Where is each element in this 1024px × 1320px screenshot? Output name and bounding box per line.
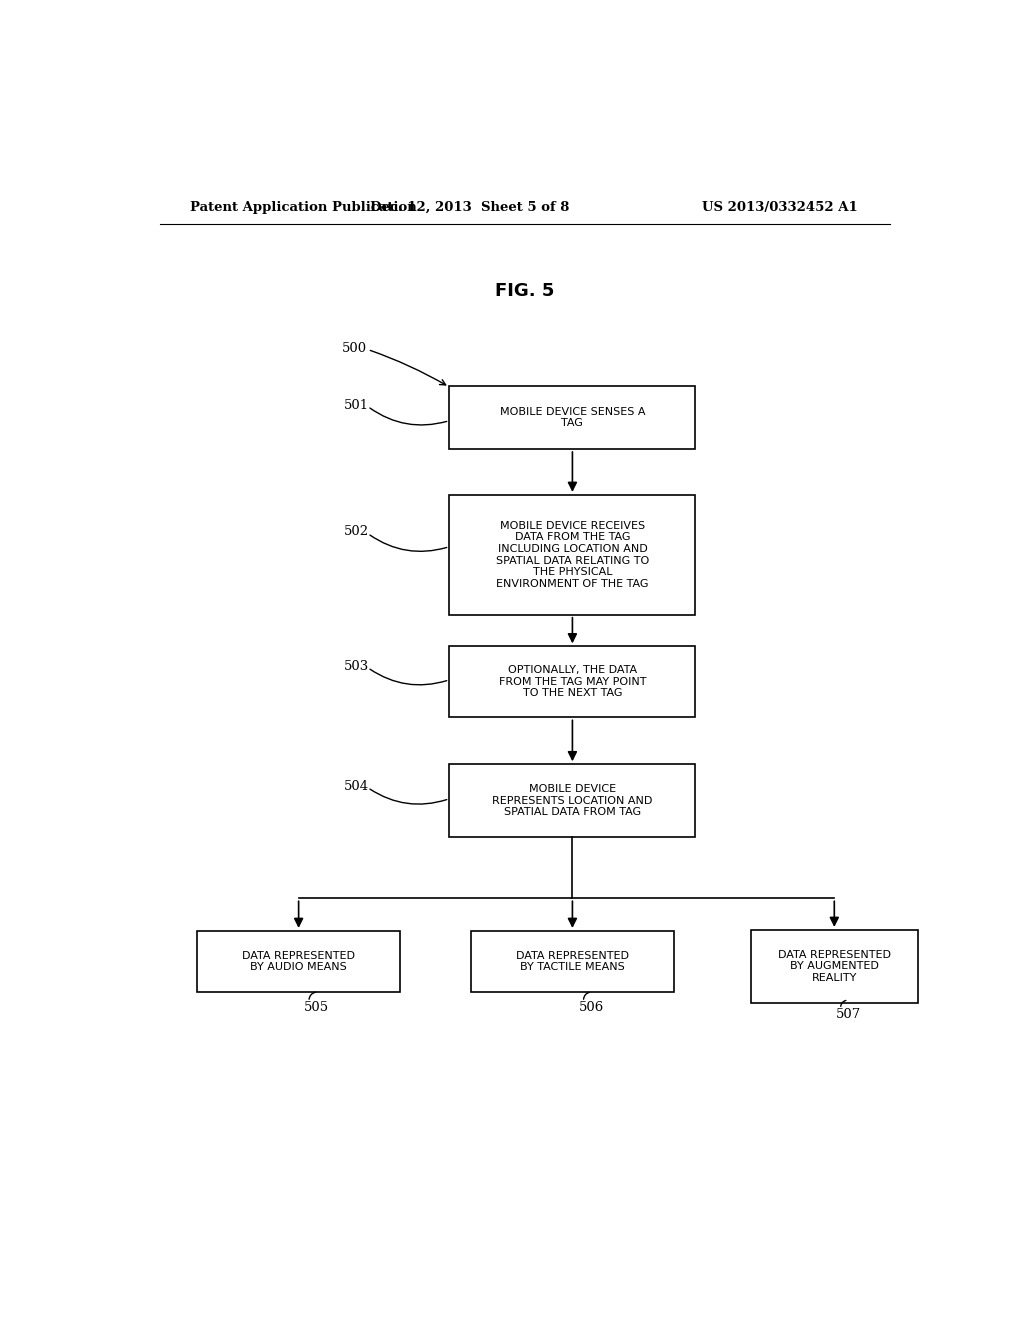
Text: MOBILE DEVICE RECEIVES
DATA FROM THE TAG
INCLUDING LOCATION AND
SPATIAL DATA REL: MOBILE DEVICE RECEIVES DATA FROM THE TAG…: [496, 521, 649, 589]
Text: DATA REPRESENTED
BY TACTILE MEANS: DATA REPRESENTED BY TACTILE MEANS: [516, 950, 629, 972]
Text: 501: 501: [344, 399, 369, 412]
FancyBboxPatch shape: [450, 495, 695, 615]
Text: DATA REPRESENTED
BY AUGMENTED
REALITY: DATA REPRESENTED BY AUGMENTED REALITY: [778, 950, 891, 983]
Text: DATA REPRESENTED
BY AUDIO MEANS: DATA REPRESENTED BY AUDIO MEANS: [242, 950, 355, 972]
Text: 507: 507: [836, 1007, 861, 1020]
FancyBboxPatch shape: [471, 931, 674, 991]
Text: Dec. 12, 2013  Sheet 5 of 8: Dec. 12, 2013 Sheet 5 of 8: [370, 201, 569, 214]
FancyBboxPatch shape: [450, 647, 695, 718]
Text: 500: 500: [342, 342, 368, 355]
Text: 503: 503: [344, 660, 369, 673]
Text: MOBILE DEVICE SENSES A
TAG: MOBILE DEVICE SENSES A TAG: [500, 407, 645, 429]
Text: 502: 502: [344, 525, 369, 539]
Text: US 2013/0332452 A1: US 2013/0332452 A1: [702, 201, 858, 214]
FancyBboxPatch shape: [450, 385, 695, 449]
Text: FIG. 5: FIG. 5: [496, 281, 554, 300]
Text: Patent Application Publication: Patent Application Publication: [189, 201, 417, 214]
Text: 504: 504: [344, 780, 369, 793]
FancyBboxPatch shape: [450, 764, 695, 837]
Text: MOBILE DEVICE
REPRESENTS LOCATION AND
SPATIAL DATA FROM TAG: MOBILE DEVICE REPRESENTS LOCATION AND SP…: [493, 784, 652, 817]
Text: 506: 506: [579, 1001, 604, 1014]
FancyBboxPatch shape: [751, 929, 918, 1003]
Text: 505: 505: [304, 1001, 330, 1014]
FancyBboxPatch shape: [198, 931, 399, 991]
Text: OPTIONALLY, THE DATA
FROM THE TAG MAY POINT
TO THE NEXT TAG: OPTIONALLY, THE DATA FROM THE TAG MAY PO…: [499, 665, 646, 698]
